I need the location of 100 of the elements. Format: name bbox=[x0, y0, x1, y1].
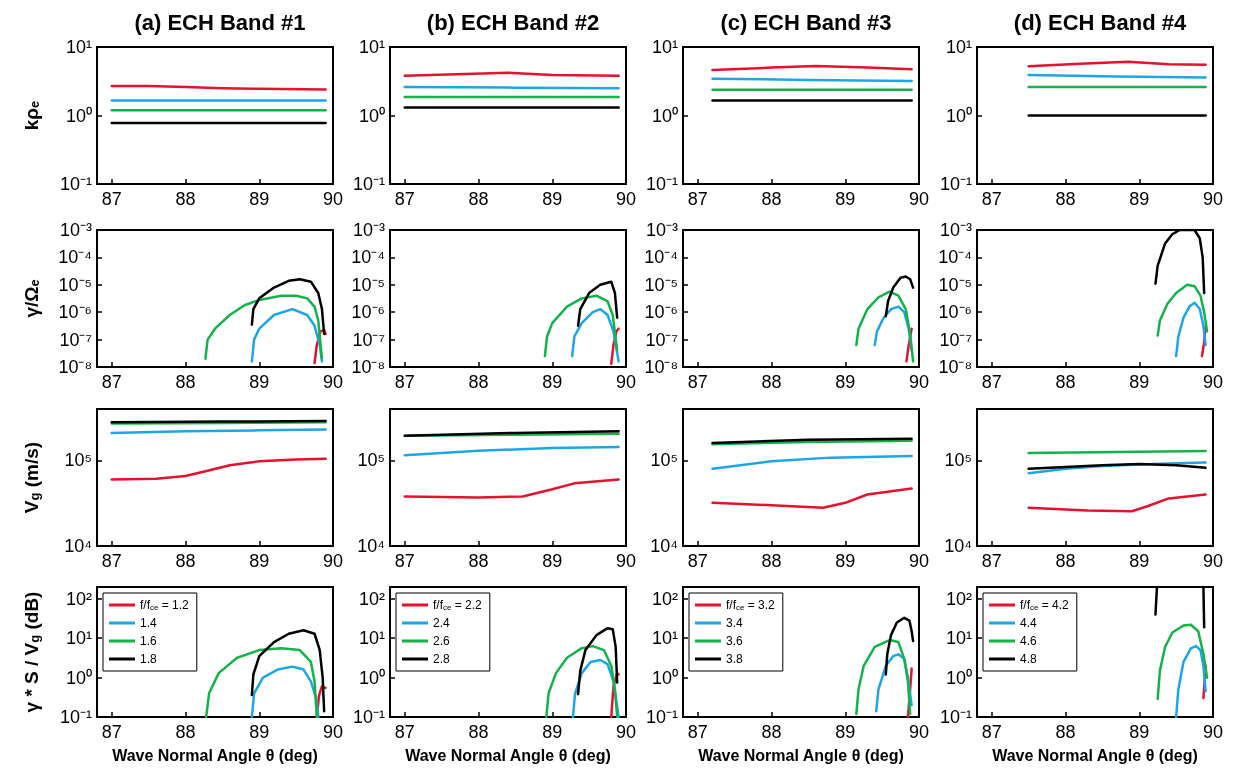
x-tick-label: 88 bbox=[175, 372, 196, 392]
x-tick-label: 88 bbox=[761, 722, 782, 742]
x-tick-label: 87 bbox=[394, 722, 415, 742]
y-axis-title: Vg (m/s) bbox=[21, 441, 42, 514]
y-tick-label: 10⁻⁵ bbox=[644, 274, 678, 295]
x-tick-label: 89 bbox=[1129, 551, 1150, 571]
x-tick-label: 87 bbox=[101, 551, 122, 571]
x-tick-label: 90 bbox=[322, 722, 344, 742]
y-tick-label: 10⁰ bbox=[651, 667, 678, 688]
x-tick-label: 90 bbox=[908, 372, 930, 392]
legend-label: f/fce = 4.2 bbox=[1020, 598, 1070, 612]
y-tick-label: 10¹ bbox=[651, 37, 679, 57]
y-tick-label: 10⁻⁴ bbox=[938, 247, 972, 268]
x-tick-label: 90 bbox=[908, 189, 930, 209]
x-axis-title: Wave Normal Angle θ (deg) bbox=[992, 746, 1198, 764]
legend-label: 2.8 bbox=[433, 652, 451, 666]
x-tick-label: 88 bbox=[761, 189, 782, 209]
x-tick-label: 88 bbox=[761, 551, 782, 571]
y-tick-label: 10⁻⁴ bbox=[644, 247, 678, 268]
x-tick-label: 88 bbox=[468, 372, 489, 392]
y-tick-label: 10⁰ bbox=[358, 105, 385, 126]
y-tick-label: 10¹ bbox=[358, 37, 386, 57]
legend-label: 4.4 bbox=[1020, 616, 1038, 630]
y-tick-label: 10⁻¹ bbox=[645, 707, 679, 727]
x-tick-label: 89 bbox=[835, 372, 856, 392]
x-tick-label: 88 bbox=[1055, 551, 1076, 571]
x-tick-label: 88 bbox=[1055, 372, 1076, 392]
y-tick-label: 10¹ bbox=[945, 628, 973, 649]
x-tick-label: 87 bbox=[394, 189, 415, 209]
y-tick-label: 10⁻³ bbox=[59, 220, 93, 240]
x-tick-label: 88 bbox=[468, 551, 489, 571]
y-tick-label: 10⁵ bbox=[64, 450, 92, 471]
y-axis-title: γ * S / Vg (dB) bbox=[21, 591, 42, 713]
y-tick-label: 10⁻³ bbox=[352, 220, 386, 240]
y-tick-label: 10⁻⁴ bbox=[58, 247, 92, 268]
x-tick-label: 87 bbox=[687, 551, 708, 571]
y-tick-label: 10⁰ bbox=[945, 105, 972, 126]
x-tick-label: 89 bbox=[835, 722, 856, 742]
x-tick-label: 89 bbox=[1129, 372, 1150, 392]
y-tick-label: 10⁰ bbox=[358, 667, 385, 688]
y-tick-label: 10⁻⁶ bbox=[644, 302, 678, 323]
legend-label: 2.4 bbox=[433, 616, 451, 630]
y-tick-label: 10⁻⁶ bbox=[58, 302, 92, 323]
x-tick-label: 89 bbox=[249, 551, 270, 571]
y-tick-label: 10⁻⁸ bbox=[644, 357, 678, 377]
legend-label: 3.4 bbox=[726, 616, 744, 630]
x-tick-label: 89 bbox=[249, 722, 270, 742]
x-tick-label: 90 bbox=[322, 551, 344, 571]
x-tick-label: 88 bbox=[1055, 722, 1076, 742]
x-tick-label: 90 bbox=[1202, 372, 1224, 392]
x-tick-label: 89 bbox=[249, 189, 270, 209]
x-tick-label: 90 bbox=[908, 722, 930, 742]
y-tick-label: 10⁵ bbox=[357, 450, 385, 471]
y-tick-label: 10⁻⁷ bbox=[59, 329, 92, 350]
y-tick-label: 10⁻³ bbox=[939, 220, 973, 240]
x-axis-title: Wave Normal Angle θ (deg) bbox=[112, 746, 318, 764]
y-tick-label: 10⁻⁶ bbox=[938, 302, 972, 323]
y-tick-label: 10² bbox=[358, 588, 386, 609]
x-tick-label: 89 bbox=[1129, 722, 1150, 742]
legend-label: 1.4 bbox=[140, 616, 158, 630]
legend-label: 3.6 bbox=[726, 634, 744, 648]
legend-label: 2.6 bbox=[433, 634, 451, 648]
y-axis-title: kρₑ bbox=[21, 100, 42, 131]
x-tick-label: 90 bbox=[615, 189, 637, 209]
x-tick-label: 90 bbox=[1202, 189, 1224, 209]
x-tick-label: 87 bbox=[687, 372, 708, 392]
x-axis-title: Wave Normal Angle θ (deg) bbox=[405, 746, 611, 764]
x-tick-label: 90 bbox=[615, 551, 637, 571]
x-tick-label: 88 bbox=[1055, 189, 1076, 209]
x-tick-label: 87 bbox=[101, 722, 122, 742]
y-tick-label: 10¹ bbox=[651, 628, 679, 649]
x-tick-label: 87 bbox=[981, 722, 1002, 742]
x-tick-label: 88 bbox=[175, 189, 196, 209]
x-tick-label: 87 bbox=[101, 189, 122, 209]
y-tick-label: 10⁵ bbox=[650, 450, 678, 471]
y-tick-label: 10⁻¹ bbox=[59, 707, 93, 727]
x-tick-label: 90 bbox=[322, 189, 344, 209]
x-tick-label: 89 bbox=[542, 372, 563, 392]
y-tick-label: 10² bbox=[65, 588, 93, 609]
x-tick-label: 87 bbox=[394, 372, 415, 392]
x-tick-label: 87 bbox=[687, 189, 708, 209]
y-tick-label: 10⁻⁷ bbox=[645, 329, 678, 350]
y-tick-label: 10⁴ bbox=[944, 536, 972, 556]
x-tick-label: 88 bbox=[175, 722, 196, 742]
x-tick-label: 89 bbox=[542, 551, 563, 571]
x-tick-label: 89 bbox=[542, 722, 563, 742]
y-tick-label: 10⁰ bbox=[945, 667, 972, 688]
y-tick-label: 10⁻¹ bbox=[645, 174, 679, 194]
y-tick-label: 10⁻⁴ bbox=[351, 247, 385, 268]
legend-label: 3.8 bbox=[726, 652, 744, 666]
legend-label: f/fce = 1.2 bbox=[140, 598, 190, 612]
x-tick-label: 89 bbox=[835, 189, 856, 209]
x-tick-label: 89 bbox=[542, 189, 563, 209]
y-tick-label: 10⁻⁸ bbox=[58, 357, 92, 377]
y-tick-label: 10⁻⁵ bbox=[938, 274, 972, 295]
legend-label: f/fce = 3.2 bbox=[726, 598, 776, 612]
y-tick-label: 10¹ bbox=[65, 37, 93, 57]
x-tick-label: 88 bbox=[468, 189, 489, 209]
x-tick-label: 88 bbox=[175, 551, 196, 571]
x-axis-title: Wave Normal Angle θ (deg) bbox=[698, 746, 904, 764]
